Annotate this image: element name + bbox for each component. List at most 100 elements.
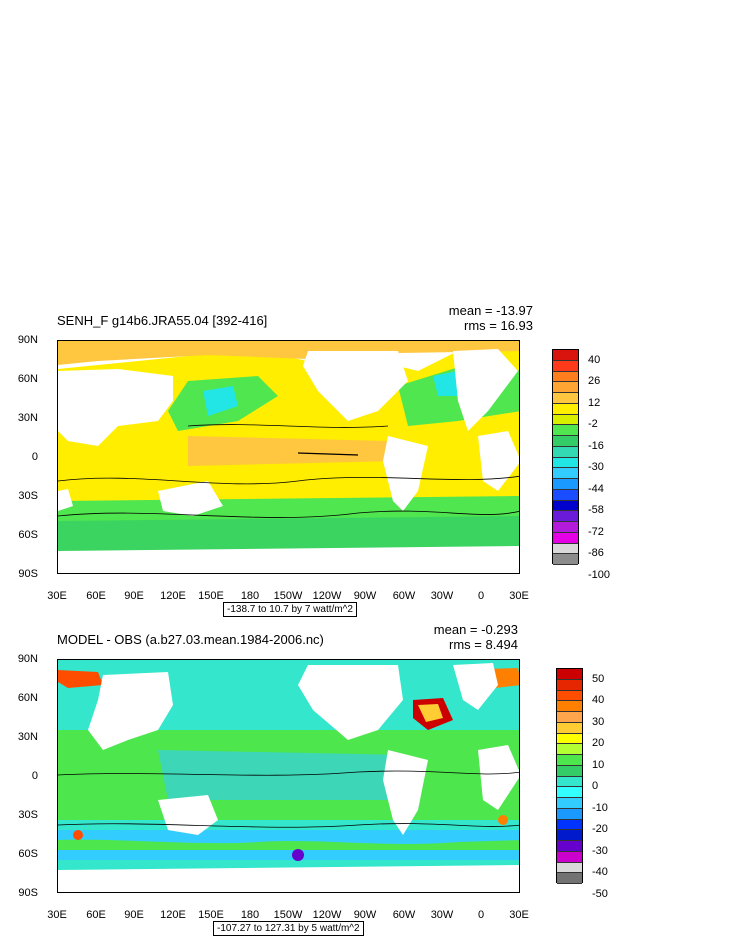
colorbar-swatch [557, 755, 582, 766]
lon-label: 30E [47, 590, 67, 602]
colorbar-swatch [557, 669, 582, 680]
lon-label: 180 [240, 590, 260, 602]
colorbar-swatch [557, 841, 582, 852]
map-plot [57, 340, 520, 574]
lat-label: 90S [18, 887, 38, 899]
colorbar-label: 10 [592, 758, 605, 771]
lon-label: 60W [392, 909, 416, 921]
colorbar-label: 30 [592, 715, 605, 728]
colorbar-swatch [557, 787, 582, 798]
lat-label: 30S [18, 490, 38, 502]
colorbar-swatch [557, 830, 582, 841]
lon-label: 120W [312, 590, 342, 602]
colorbar-swatch [553, 532, 578, 544]
lon-label: 150E [198, 909, 224, 921]
lon-label: 60E [86, 909, 106, 921]
colorbar-label: 20 [592, 737, 605, 750]
colorbar-swatch [553, 457, 578, 469]
colorbar-swatch [553, 543, 578, 555]
mean-value: mean = -13.97 [448, 303, 533, 318]
colorbar-swatch [553, 436, 578, 447]
colorbar-swatch [557, 862, 582, 874]
colorbar-label: -50 [592, 887, 608, 900]
colorbar-label: -30 [592, 844, 608, 857]
colorbar-swatch [557, 679, 582, 691]
colorbar [552, 349, 579, 565]
lat-label: 90N [17, 334, 38, 346]
rms-value: rms = 16.93 [463, 318, 533, 333]
lon-label: 60W [392, 590, 416, 602]
lat-label: 0 [31, 770, 38, 782]
contour-range: -138.7 to 10.7 by 7 watt/m^2 [223, 602, 357, 617]
lat-label: 90N [17, 653, 38, 665]
colorbar-label: 0 [592, 780, 599, 793]
colorbar-swatch [553, 468, 578, 479]
colorbar-swatch [553, 500, 578, 512]
lat-label: 90S [18, 568, 38, 580]
colorbar-swatch [557, 744, 582, 755]
colorbar-label: -44 [588, 482, 604, 495]
colorbar-swatch [553, 403, 578, 415]
lon-label: 90W [353, 590, 377, 602]
colorbar-label: -100 [588, 568, 611, 581]
colorbar-swatch [557, 819, 582, 831]
lat-label: 0 [31, 451, 38, 463]
lat-label: 60N [17, 692, 38, 704]
map-plot [57, 659, 520, 893]
lat-label: 60S [18, 529, 38, 541]
colorbar-label: -72 [588, 525, 604, 538]
lon-label: 30E [509, 590, 529, 602]
lon-label: 90E [124, 909, 144, 921]
lon-label: 30E [509, 909, 529, 921]
lon-label: 180 [240, 909, 260, 921]
colorbar-swatch [553, 522, 578, 533]
colorbar-label: 12 [588, 396, 601, 409]
lat-label: 30N [17, 412, 38, 424]
colorbar-swatch [553, 489, 578, 501]
colorbar-swatch [557, 722, 582, 734]
colorbar-label: 40 [588, 353, 601, 366]
colorbar [556, 668, 583, 884]
lon-label: 90E [124, 590, 144, 602]
colorbar-swatch [553, 479, 578, 490]
lon-label: 90W [353, 909, 377, 921]
colorbar-label: -86 [588, 547, 604, 560]
lat-label: 60N [17, 373, 38, 385]
colorbar-swatch [553, 350, 578, 361]
plot-title: MODEL - OBS (a.b27.03.mean.1984-2006.nc) [57, 632, 324, 647]
lon-label: 60E [86, 590, 106, 602]
colorbar-swatch [553, 554, 578, 565]
lon-label: 150E [198, 590, 224, 602]
colorbar-label: -2 [588, 418, 598, 431]
colorbar-swatch [557, 690, 582, 702]
colorbar-swatch [553, 371, 578, 383]
colorbar-label: -10 [592, 801, 608, 814]
colorbar-swatch [553, 360, 578, 372]
lat-label: 30S [18, 809, 38, 821]
lon-label: 150W [273, 909, 303, 921]
lon-label: 150W [273, 590, 303, 602]
colorbar-label: -58 [588, 504, 604, 517]
lon-label: 0 [477, 909, 485, 921]
colorbar-swatch [557, 712, 582, 723]
colorbar-label: -20 [592, 823, 608, 836]
rms-value: rms = 8.494 [448, 637, 518, 652]
lat-label: 30N [17, 731, 38, 743]
colorbar-swatch [553, 393, 578, 404]
colorbar-label: -40 [592, 866, 608, 879]
colorbar-label: 50 [592, 672, 605, 685]
lat-label: 60S [18, 848, 38, 860]
colorbar-swatch [557, 808, 582, 820]
colorbar-label: -30 [588, 461, 604, 474]
colorbar-swatch [557, 851, 582, 863]
colorbar-swatch [553, 425, 578, 436]
colorbar-swatch [557, 873, 582, 884]
colorbar-swatch [557, 701, 582, 712]
lon-label: 0 [477, 590, 485, 602]
colorbar-swatch [557, 733, 582, 745]
colorbar-swatch [553, 382, 578, 393]
lon-label: 120E [160, 909, 186, 921]
colorbar-swatch [557, 765, 582, 777]
lon-label: 120W [312, 909, 342, 921]
colorbar-label: 26 [588, 375, 601, 388]
